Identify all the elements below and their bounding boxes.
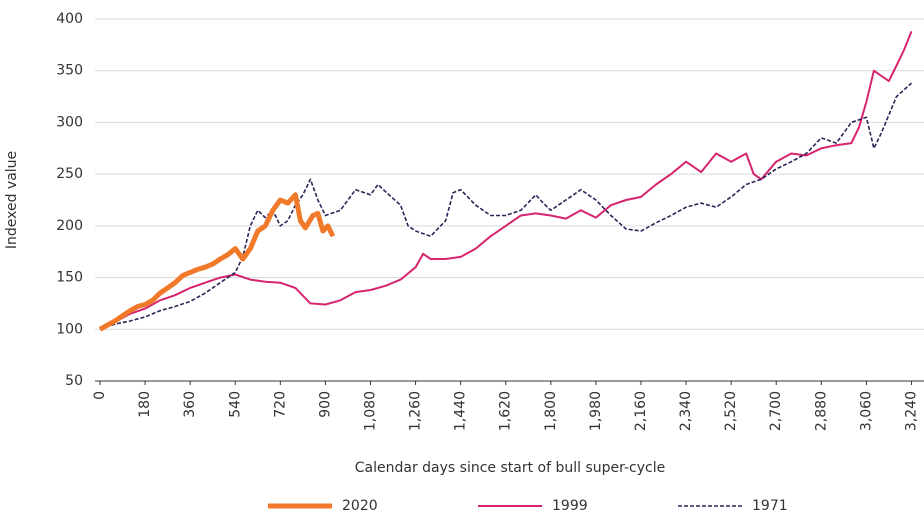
x-tick-label: 540 bbox=[227, 391, 243, 418]
y-tick-label: 300 bbox=[56, 114, 83, 130]
y-tick-label: 200 bbox=[56, 218, 83, 234]
series-line bbox=[99, 82, 913, 331]
legend-label: 2020 bbox=[342, 498, 378, 514]
x-tick-label: 1,440 bbox=[453, 391, 469, 431]
y-tick-label: 350 bbox=[56, 63, 83, 79]
x-tick-label: 2,160 bbox=[633, 391, 649, 431]
y-tick-label: 100 bbox=[56, 321, 83, 337]
legend-label: 1971 bbox=[752, 498, 788, 514]
y-axis-title: Indexed value bbox=[4, 151, 20, 249]
x-tick-label: 900 bbox=[317, 391, 333, 418]
series-line bbox=[99, 31, 913, 331]
legend-label: 1999 bbox=[552, 498, 588, 514]
x-tick-label: 1,800 bbox=[543, 391, 559, 431]
y-tick-label: 50 bbox=[65, 373, 83, 389]
x-tick-label: 360 bbox=[182, 391, 198, 418]
x-tick-label: 1,260 bbox=[408, 391, 424, 431]
x-tick-label: 2,880 bbox=[813, 391, 829, 431]
x-tick-label: 1,980 bbox=[588, 391, 604, 431]
x-tick-label: 180 bbox=[137, 391, 153, 418]
series-line bbox=[98, 192, 336, 332]
x-tick-label: 1,620 bbox=[498, 391, 514, 431]
y-tick-label: 150 bbox=[56, 270, 83, 286]
x-tick-label: 3,060 bbox=[858, 391, 874, 431]
y-tick-label: 400 bbox=[56, 11, 83, 27]
x-tick-label: 2,520 bbox=[723, 391, 739, 431]
x-tick-label: 3,240 bbox=[903, 391, 919, 431]
x-tick-label: 1,080 bbox=[362, 391, 378, 431]
y-tick-label: 250 bbox=[56, 166, 83, 182]
x-tick-label: 0 bbox=[92, 391, 108, 400]
x-tick-label: 720 bbox=[272, 391, 288, 418]
x-axis-title: Calendar days since start of bull super-… bbox=[355, 460, 665, 476]
x-tick-label: 2,700 bbox=[768, 391, 784, 431]
x-tick-label: 2,340 bbox=[678, 391, 694, 431]
